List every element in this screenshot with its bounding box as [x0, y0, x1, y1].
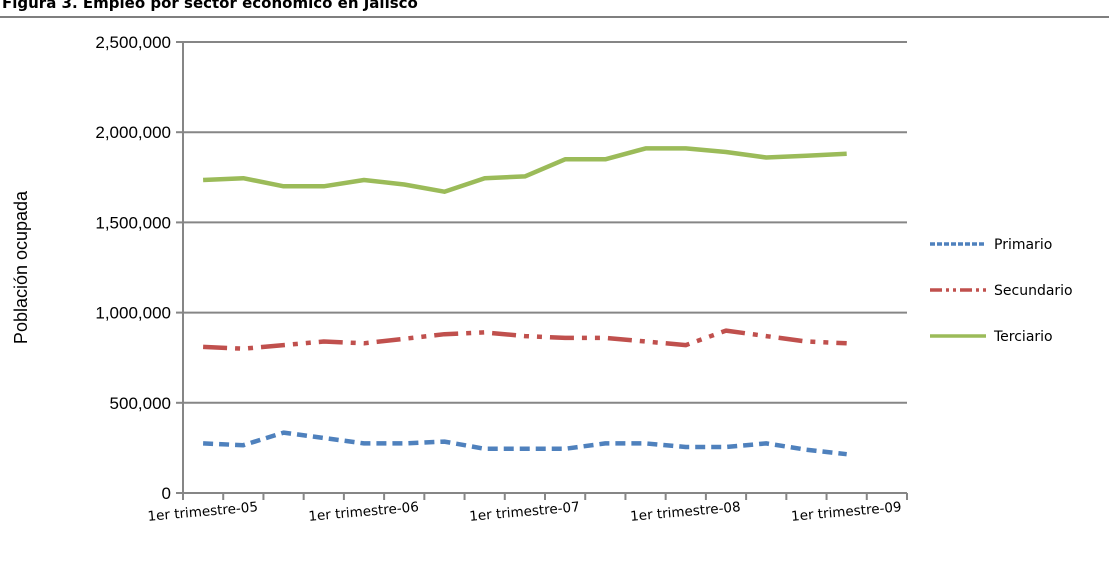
gridlines: [183, 41, 907, 404]
series-line-terciario: [202, 146, 847, 194]
x-tick-labels: 1er trimestre-05 1er trimestre-06 1er trim…: [147, 499, 902, 525]
x-tick-label: 1er trimestre-07: [469, 499, 581, 525]
y-tick-label: 500,000: [110, 394, 171, 413]
y-tick-labels: 0 500,000 1,000,000 1,500,000 2,000,000 2,500…: [95, 33, 171, 503]
axes: [176, 41, 908, 500]
legend-label-secundario: Secundario: [994, 283, 1073, 299]
x-tick-label: 1er trimestre-05: [147, 499, 259, 525]
legend-label-terciario: Terciario: [993, 329, 1053, 345]
y-tick-label: 1,500,000: [95, 213, 171, 232]
y-axis-label: Población ocupada: [11, 190, 31, 344]
series-line-primario: [202, 430, 847, 457]
y-tick-label: 2,500,000: [95, 33, 171, 52]
x-tick-label: 1er trimestre-09: [790, 499, 902, 525]
x-tick-label: 1er trimestre-08: [630, 499, 742, 525]
legend-label-primario: Primario: [994, 237, 1052, 253]
series-line-secundario: [202, 328, 847, 351]
title-rule: [0, 16, 1109, 18]
y-tick-label: 2,000,000: [95, 123, 171, 142]
series-lines: [202, 146, 847, 457]
figure-title: Figura 3. Empleo por sector económico en…: [2, 0, 418, 12]
y-tick-label: 1,000,000: [95, 304, 171, 323]
y-tick-label: 0: [162, 484, 171, 503]
legend: Primario Secundario Terciario: [930, 237, 1073, 345]
x-tick-label: 1er trimestre-06: [308, 499, 420, 525]
